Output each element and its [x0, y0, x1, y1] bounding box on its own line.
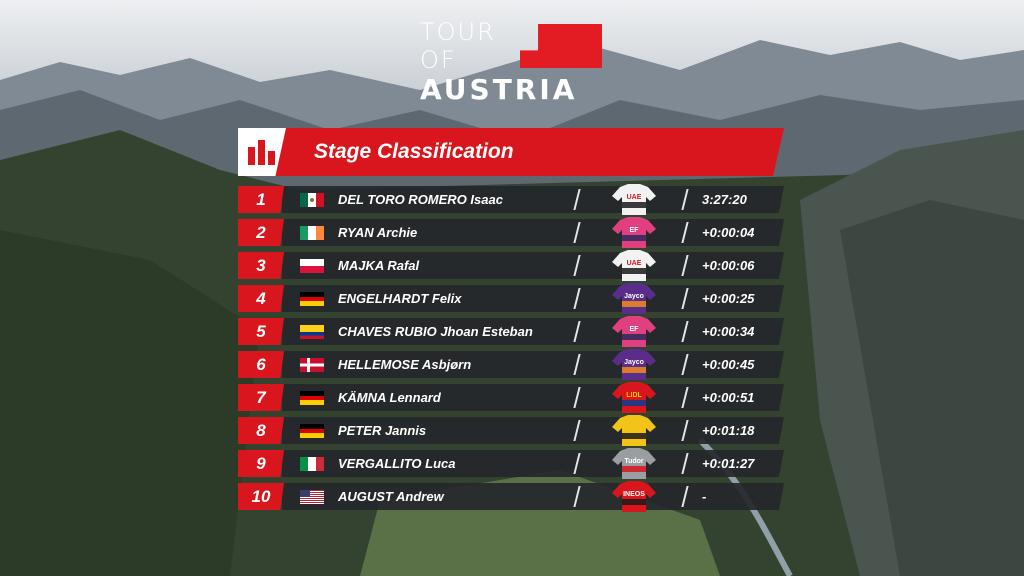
rider-name: MAJKA Rafal [338, 258, 420, 273]
time-gap: +0:00:25 [702, 291, 755, 306]
team-jersey-icon: Tudor [610, 448, 658, 479]
team-jersey-icon: Jayco [610, 283, 658, 314]
bar-chart-icon [248, 140, 275, 165]
table-row: 4 ENGELHARDT Felix Jayco +0:00:25 [238, 283, 784, 314]
team-jersey-icon: LIDL [610, 382, 658, 413]
table-row: 6 HELLEMOSE Asbjørn Jayco +0:00:45 [238, 349, 784, 380]
rank-cell: 3 [238, 252, 284, 279]
time-gap: +0:01:18 [702, 423, 755, 438]
svg-text:INEOS: INEOS [623, 491, 645, 498]
header-icon-box [238, 128, 286, 176]
team-jersey-icon: Jayco [610, 349, 658, 380]
tour-of-austria-logo: TOUR OF AUSTRIA [420, 18, 610, 108]
logo-line-1: TOUR [420, 18, 496, 46]
row-bar [282, 450, 784, 477]
rank-cell: 10 [238, 483, 284, 510]
team-jersey-icon: UAE [610, 250, 658, 281]
time-gap: +0:00:06 [702, 258, 755, 273]
rider-name: VERGALLITO Luca [338, 456, 456, 471]
row-bar [282, 252, 784, 279]
svg-text:Jayco: Jayco [624, 293, 644, 300]
team-jersey-icon: UAE [610, 184, 658, 215]
row-bar [282, 483, 784, 510]
team-jersey-icon [610, 415, 658, 446]
flag-icon-germany [300, 292, 324, 306]
table-row: 2 RYAN Archie EF +0:00:04 [238, 217, 784, 248]
rider-name: HELLEMOSE Asbjørn [338, 357, 472, 372]
rider-name: DEL TORO ROMERO Isaac [338, 192, 503, 207]
rank-cell: 4 [238, 285, 284, 312]
time-gap: +0:00:04 [702, 225, 755, 240]
table-row: 7 KÄMNA Lennard LIDL +0:00:51 [238, 382, 784, 413]
svg-text:EF: EF [630, 227, 640, 234]
page-title: Stage Classification [314, 140, 514, 163]
svg-text:UAE: UAE [627, 260, 642, 267]
table-row: 10 AUGUST Andrew INEOS - [238, 481, 784, 512]
svg-text:Tudor: Tudor [624, 458, 644, 465]
logo-line-2: OF [420, 46, 457, 74]
row-bar [282, 219, 784, 246]
flag-icon-italy [300, 457, 324, 471]
table-row: 3 MAJKA Rafal UAE +0:00:06 [238, 250, 784, 281]
time-gap: +0:00:51 [702, 390, 755, 405]
team-jersey-icon: EF [610, 316, 658, 347]
row-bar [282, 318, 784, 345]
rider-name: ENGELHARDT Felix [338, 291, 462, 306]
table-row: 9 VERGALLITO Luca Tudor +0:01:27 [238, 448, 784, 479]
time-gap: +0:01:27 [702, 456, 755, 471]
rider-name: KÄMNA Lennard [338, 390, 441, 405]
svg-text:Jayco: Jayco [624, 359, 644, 366]
row-bar [282, 351, 784, 378]
rank-cell: 5 [238, 318, 284, 345]
rider-name: CHAVES RUBIO Jhoan Esteban [338, 324, 533, 339]
team-jersey-icon: INEOS [610, 481, 658, 512]
rank-cell: 8 [238, 417, 284, 444]
rider-name: RYAN Archie [338, 225, 418, 240]
svg-text:LIDL: LIDL [626, 392, 642, 399]
flag-icon-colombia [300, 325, 324, 339]
row-bar [282, 417, 784, 444]
rider-name: AUGUST Andrew [338, 489, 444, 504]
rank-cell: 7 [238, 384, 284, 411]
svg-text:UAE: UAE [627, 194, 642, 201]
time-gap: +0:00:45 [702, 357, 755, 372]
time-gap: 3:27:20 [702, 192, 747, 207]
svg-text:EF: EF [630, 326, 640, 333]
row-bar [282, 285, 784, 312]
flag-icon-poland [300, 259, 324, 273]
flag-icon-germany [300, 424, 324, 438]
rider-name: PETER Jannis [338, 423, 427, 438]
rank-cell: 9 [238, 450, 284, 477]
logo-red-shape [520, 24, 602, 68]
flag-icon-mexico [300, 193, 324, 207]
table-row: 5 CHAVES RUBIO Jhoan Esteban EF +0:00:34 [238, 316, 784, 347]
stage-classification-panel: Stage Classification 1 DEL TORO ROMERO I… [238, 128, 784, 516]
flag-icon-usa [300, 490, 324, 504]
table-row: 8 PETER Jannis +0:01:18 [238, 415, 784, 446]
row-bar [282, 186, 784, 213]
classification-list: 1 DEL TORO ROMERO Isaac UAE 3:27:20 2 RY… [238, 184, 784, 512]
flag-icon-denmark [300, 358, 324, 372]
rank-cell: 6 [238, 351, 284, 378]
logo-line-3: AUSTRIA [420, 73, 578, 106]
time-gap: - [702, 489, 707, 504]
row-bar [282, 384, 784, 411]
time-gap: +0:00:34 [702, 324, 755, 339]
table-row: 1 DEL TORO ROMERO Isaac UAE 3:27:20 [238, 184, 784, 215]
team-jersey-icon: EF [610, 217, 658, 248]
flag-icon-ireland [300, 226, 324, 240]
rank-cell: 1 [238, 186, 284, 213]
rank-cell: 2 [238, 219, 284, 246]
panel-header: Stage Classification [238, 128, 784, 176]
flag-icon-germany [300, 391, 324, 405]
